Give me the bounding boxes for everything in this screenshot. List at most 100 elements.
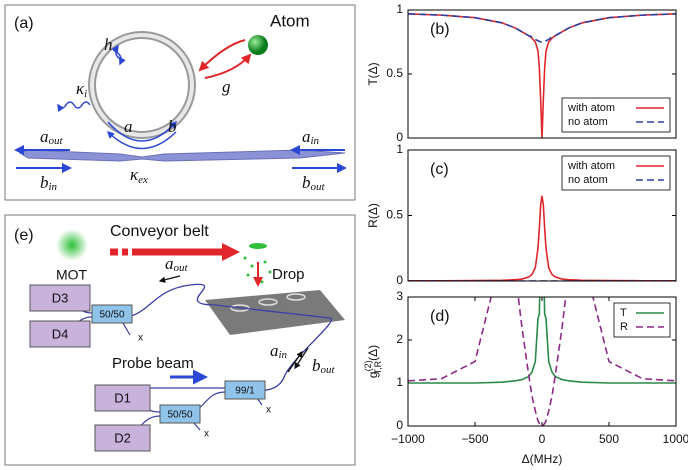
y-tick-label: 0.5 (386, 208, 403, 222)
probe-label: Probe beam (112, 355, 194, 372)
series-line (408, 195, 676, 281)
bout-label: bout (302, 173, 326, 193)
device-label: D1 (114, 390, 131, 405)
panel-e: D3 D4 50/50 D1 D2 50/50 99/1 x x x (e) MOT Convey… (4, 214, 356, 466)
series-line (408, 13, 676, 43)
device-label: D2 (114, 430, 131, 445)
y-tick-label: 0 (396, 130, 403, 144)
kappa: κ (130, 165, 139, 184)
y-tick-label: 0 (396, 418, 403, 432)
legend-label: with atom (567, 160, 615, 172)
sub: in (49, 181, 58, 193)
base: b (302, 173, 311, 192)
g-label: g (222, 77, 231, 96)
fiber (117, 283, 333, 392)
y-axis-label: T(Δ) (366, 62, 380, 85)
base: a (40, 127, 49, 146)
panel-label: (e) (14, 227, 34, 244)
y-tick-label: 0 (396, 273, 403, 287)
h-arrow (112, 49, 126, 66)
sub: in (279, 349, 288, 361)
coupling-arrow (198, 39, 246, 72)
series-line (408, 297, 676, 384)
bout-label: bout (312, 356, 336, 376)
bin-label: bin (40, 173, 58, 193)
legend-label: with atom (567, 102, 615, 114)
label-sub: T,R (373, 360, 383, 374)
x-tick-label: 0 (539, 432, 546, 446)
sub: out (321, 364, 336, 376)
legend-box (613, 302, 671, 338)
sub: ex (138, 174, 148, 186)
device-box (94, 384, 151, 412)
y-axis-label: g(2)T,R(Δ) (363, 345, 383, 378)
box-group: D3 D4 50/50 D1 D2 50/50 99/1 x x x (29, 284, 271, 452)
port-label: x (138, 333, 143, 344)
base: b (312, 356, 321, 375)
loss-wave (57, 101, 91, 113)
port-label: x (204, 429, 209, 440)
sub: out (174, 262, 189, 274)
b-label: b (168, 117, 177, 136)
ain-arrow (287, 350, 303, 373)
y-tick-label: 1 (396, 375, 403, 389)
label-arg: (Δ) (366, 345, 380, 361)
sub: out (311, 181, 326, 193)
mot-label: MOT (56, 267, 88, 283)
device-box (94, 424, 151, 452)
drop-label: Drop (272, 266, 305, 283)
panel-label: (c) (430, 161, 449, 178)
resonators (230, 293, 306, 312)
y-tick-label: 1 (396, 142, 403, 156)
coupling-arrow (204, 53, 252, 79)
sub: out (49, 135, 64, 147)
y-tick-label: 1 (396, 2, 403, 16)
plot-frame (407, 9, 677, 139)
drop-cloud (249, 243, 267, 249)
device-box (224, 380, 266, 400)
legend-label: no atom (568, 174, 608, 186)
atom-label: Atom (270, 11, 310, 30)
series-line (408, 297, 676, 426)
panel-label: (a) (14, 15, 34, 32)
conveyor-label: Conveyor belt (110, 223, 209, 240)
device-label: 50/50 (167, 410, 192, 421)
aout-arrow (158, 275, 181, 283)
y-tick-label: 3 (396, 289, 403, 303)
x-tick-label: −500 (461, 432, 488, 446)
sub: in (311, 135, 320, 147)
x-axis-label: Δ(MHz) (522, 452, 563, 466)
a-label: a (124, 117, 133, 136)
aout-label: aout (40, 127, 64, 147)
mode-b-arrow (106, 130, 177, 150)
y-tick-label: 2 (396, 332, 403, 346)
device-label: 50/50 (99, 310, 124, 321)
mode-a-arrow (107, 120, 178, 142)
ain-label: ain (302, 127, 320, 147)
device-box (159, 404, 201, 424)
atom (248, 35, 268, 55)
sub: i (84, 88, 87, 100)
y-axis-label: R(Δ) (366, 203, 380, 228)
base: a (270, 341, 279, 360)
kappa-i: κi (76, 79, 87, 100)
chip (205, 290, 345, 335)
device-label: D3 (52, 290, 69, 305)
port-label: x (266, 405, 271, 416)
x-tick-label: 1000 (663, 432, 688, 446)
conveyor-head (222, 243, 240, 261)
legend-label: no atom (568, 116, 608, 128)
device-label: 99/1 (235, 386, 255, 397)
plot-frame (407, 149, 677, 282)
kappa: κ (76, 79, 85, 98)
mot-cloud (56, 229, 88, 261)
panel-a: (a) Atom h g a b κi κex aout bin ain bou… (4, 4, 356, 201)
panel-frame (4, 4, 356, 201)
ring-highlight (90, 33, 194, 137)
legend-box (561, 155, 671, 191)
device-box (91, 304, 133, 324)
panel-label: (b) (430, 21, 450, 38)
legend-label: T (620, 307, 627, 319)
